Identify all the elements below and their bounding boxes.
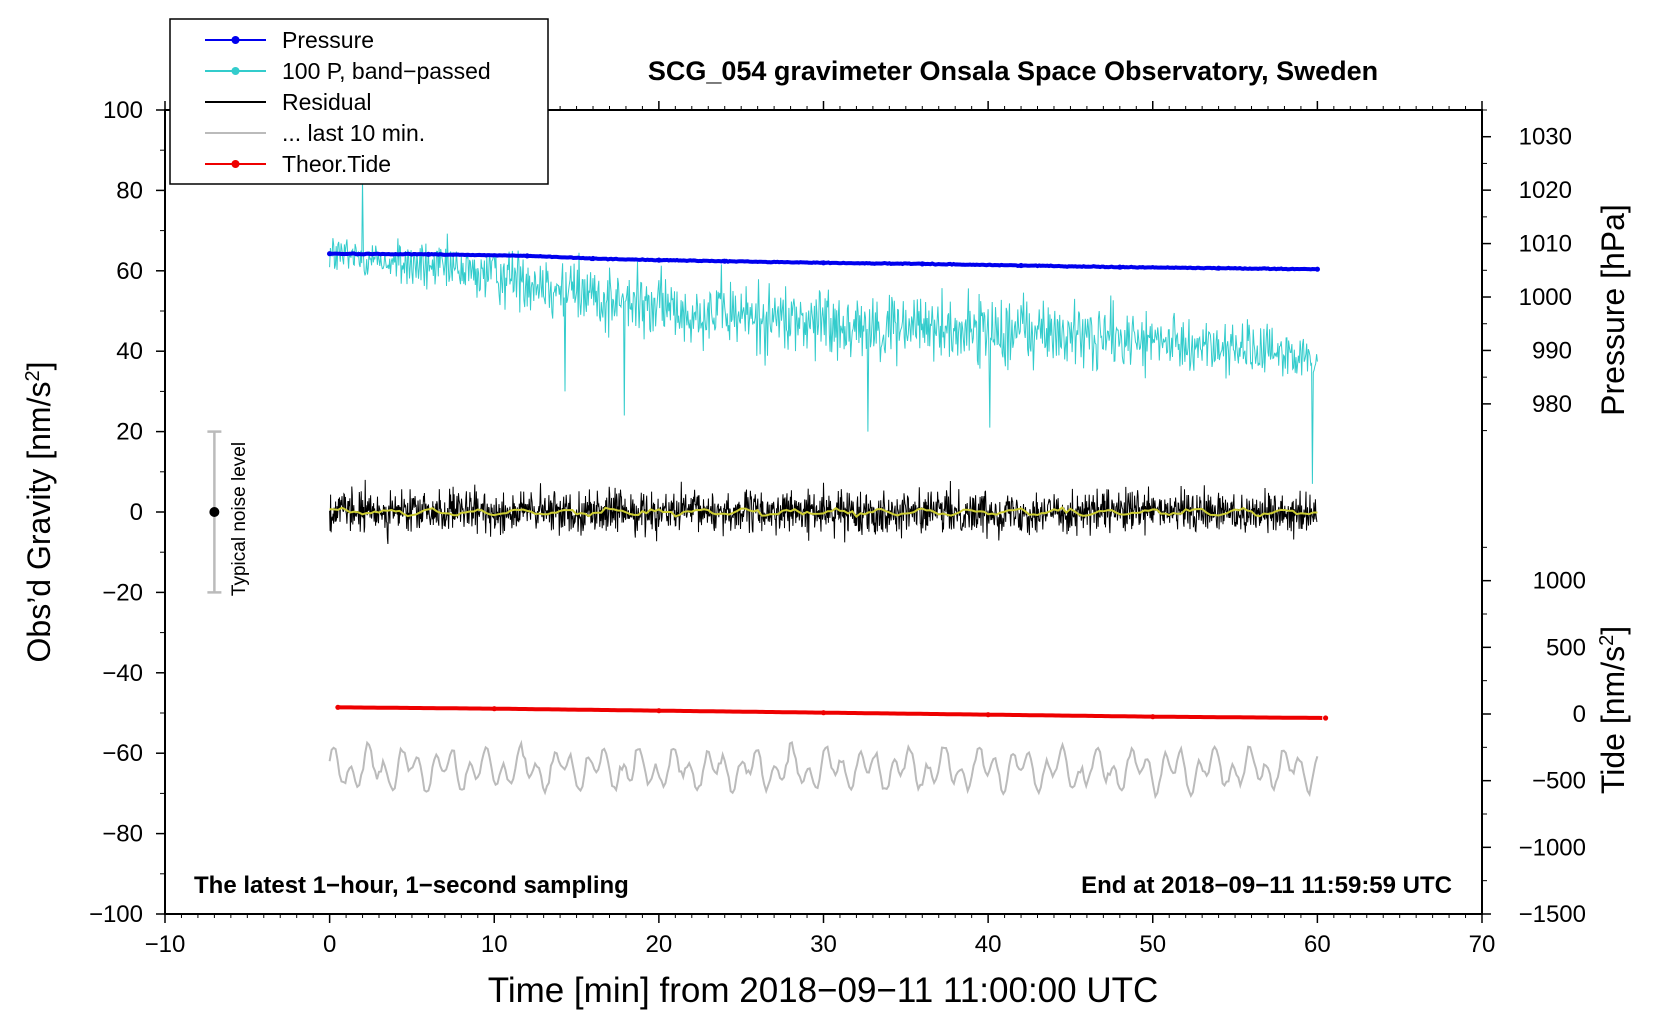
legend-label: Residual — [282, 89, 372, 115]
left-y-axis: 100 80 60 40 20 0 −20 −40 −60 −80 −100 — [89, 97, 165, 928]
last-10-min-line — [328, 739, 1319, 800]
end-time-annotation: End at 2018−09−11 11:59:59 UTC — [1081, 872, 1452, 899]
pressure-point — [425, 251, 431, 257]
tide-tick-label: 1000 — [1533, 568, 1586, 595]
pressure-tick-label: 990 — [1532, 337, 1572, 364]
pressure-tick-label: 1010 — [1519, 231, 1572, 258]
legend-marker — [231, 160, 240, 168]
pressure-point — [327, 251, 333, 257]
tide-point — [656, 708, 662, 714]
pressure-tick-label: 1030 — [1519, 124, 1572, 151]
legend-label: ... last 10 min. — [282, 120, 425, 146]
x-tick-label: 60 — [1304, 931, 1331, 958]
x-tick-label: 70 — [1469, 931, 1496, 958]
x-tick-label: 10 — [481, 931, 508, 958]
pressure-tick-label: 980 — [1532, 391, 1572, 418]
tide-axis-label-sup: 2 — [1596, 635, 1618, 646]
pressure-axis-label: Pressure [hPa] — [1595, 204, 1631, 416]
pressure-point — [1216, 265, 1222, 271]
chart-title: SCG_054 gravimeter Onsala Space Observat… — [648, 56, 1378, 86]
x-tick-label: 40 — [975, 931, 1002, 958]
pressure-axis: 1030 1020 1010 1000 990 980 — [1482, 109, 1572, 432]
pressure-point — [656, 257, 662, 263]
y-tick-label: 20 — [116, 419, 143, 446]
x-tick-label: 50 — [1139, 931, 1166, 958]
pressure-point — [919, 261, 925, 267]
tide-point — [1150, 714, 1156, 720]
tide-point — [985, 712, 991, 718]
pressure-point — [590, 255, 596, 262]
y-tick-label: 0 — [130, 499, 143, 526]
tide-point — [820, 710, 827, 716]
pressure-point — [524, 253, 530, 259]
legend-label: Theor.Tide — [282, 151, 391, 177]
legend-label: 100 P, band−passed — [282, 58, 491, 84]
legend-marker — [231, 36, 240, 44]
tide-point — [1323, 715, 1329, 721]
residual-line — [329, 479, 1318, 545]
pressure-point — [820, 260, 827, 266]
residual-smoothed-line — [329, 506, 1318, 519]
pressure-tick-label: 1020 — [1519, 177, 1572, 204]
pressure-point — [1117, 264, 1123, 270]
residual-series — [329, 479, 1318, 545]
y-tick-label: −40 — [102, 660, 143, 687]
bandpassed-pressure-series — [329, 178, 1318, 484]
tide-tick-label: 0 — [1573, 701, 1586, 728]
tide-point — [491, 706, 497, 712]
x-tick-label: 0 — [323, 931, 336, 958]
legend-marker — [231, 67, 240, 75]
bandpassed-pressure-line — [329, 178, 1318, 484]
y-tick-label: 60 — [116, 258, 143, 285]
y-tick-label: 80 — [116, 177, 143, 204]
y-tick-label: 40 — [116, 338, 143, 365]
x-tick-label: 30 — [810, 931, 837, 958]
tide-line — [337, 705, 1323, 720]
x-axis-label: Time [min] from 2018−09−11 11:00:00 UTC — [488, 971, 1159, 1010]
tide-point — [335, 704, 341, 710]
tide-tick-label: −1500 — [1519, 901, 1586, 928]
tide-tick-label: −500 — [1532, 768, 1586, 795]
x-tick-label: 20 — [646, 931, 673, 958]
sampling-annotation: The latest 1−hour, 1−second sampling — [194, 872, 629, 899]
pressure-point — [1018, 262, 1024, 269]
y-tick-label: −100 — [89, 901, 143, 928]
legend: Pressure 100 P, band−passed Residual ... la… — [169, 18, 549, 185]
pressure-point — [722, 258, 728, 264]
last-10-min-series — [328, 739, 1319, 800]
pressure-series — [327, 251, 1320, 272]
x-axis: −10 0 10 20 30 40 50 60 70 — [145, 101, 1496, 958]
tide-axis-label: Tide [nm/s2] — [1595, 626, 1631, 794]
noise-bar-center — [209, 507, 220, 517]
y-tick-label: −20 — [102, 579, 143, 606]
left-axis-label: Obs’d Gravity [nm/s2] — [21, 362, 57, 663]
x-tick-label: −10 — [145, 931, 186, 958]
theoretical-tide-series — [335, 704, 1329, 721]
pressure-tick-label: 1000 — [1519, 284, 1572, 311]
typical-noise-bar — [207, 430, 222, 594]
y-tick-label: −60 — [102, 740, 143, 767]
left-axis-label-sup: 2 — [22, 370, 44, 381]
pressure-point — [1314, 266, 1320, 272]
tide-tick-label: 500 — [1546, 634, 1586, 661]
tide-tick-label: −1000 — [1519, 834, 1586, 861]
tide-axis: 1000 500 0 −500 −1000 −1500 — [1482, 546, 1586, 928]
y-tick-label: 100 — [103, 97, 143, 124]
y-tick-label: −80 — [102, 821, 143, 848]
residual-smoothed-series — [329, 506, 1318, 519]
legend-label: Pressure — [282, 27, 374, 53]
noise-label: Typical noise level — [229, 442, 250, 596]
